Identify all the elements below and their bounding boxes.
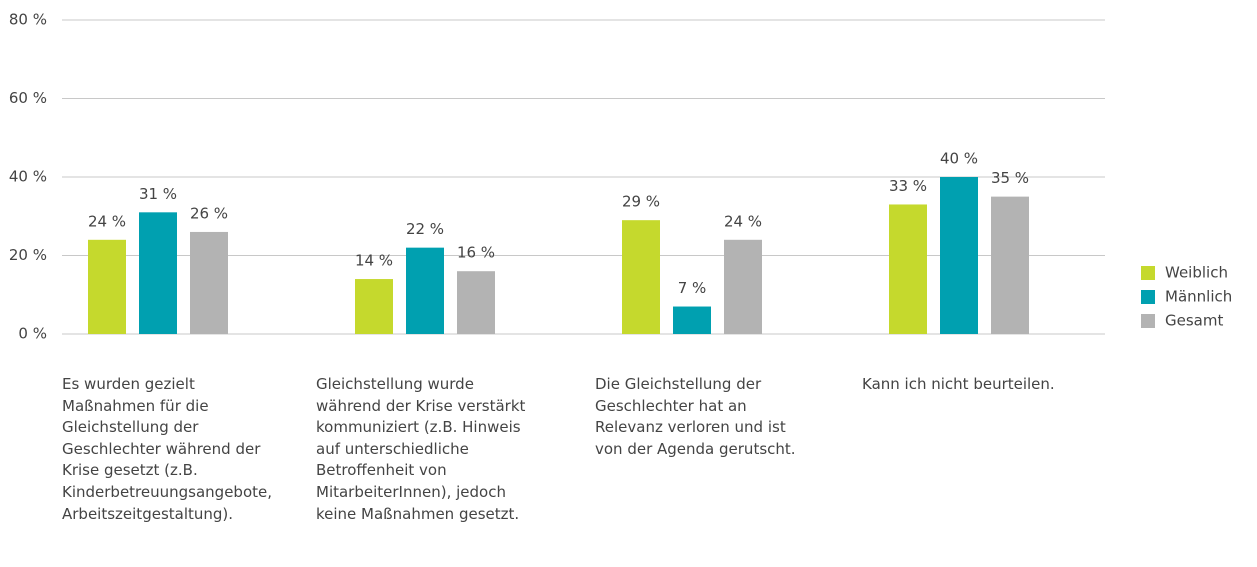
data-label: 29 % bbox=[622, 193, 660, 211]
x-tick-label: Gleichstellung wurde während der Krise v… bbox=[316, 375, 526, 523]
legend-label: Männlich bbox=[1165, 288, 1232, 306]
data-label: 24 % bbox=[88, 212, 126, 230]
data-label: 14 % bbox=[355, 252, 393, 270]
data-label: 26 % bbox=[190, 204, 228, 222]
bar bbox=[406, 247, 444, 334]
legend-label: Gesamt bbox=[1165, 312, 1223, 330]
bar bbox=[355, 279, 393, 334]
bar bbox=[457, 271, 495, 334]
data-label: 40 % bbox=[940, 150, 978, 168]
legend-swatch bbox=[1141, 266, 1155, 280]
bar bbox=[940, 177, 978, 334]
legend-label: Weiblich bbox=[1165, 264, 1228, 282]
y-tick-label: 40 % bbox=[9, 168, 47, 186]
x-tick-label: Es wurden gezielt Maßnahmen für die Glei… bbox=[62, 375, 273, 523]
bar bbox=[190, 231, 228, 334]
x-tick-label: Die Gleichstellung der Geschlechter hat … bbox=[595, 375, 796, 458]
data-label: 22 % bbox=[406, 220, 444, 238]
bar bbox=[673, 306, 711, 334]
data-label: 24 % bbox=[724, 212, 762, 230]
bar bbox=[88, 239, 126, 334]
data-label: 31 % bbox=[139, 185, 177, 203]
bar bbox=[724, 239, 762, 334]
y-tick-label: 20 % bbox=[9, 246, 47, 264]
data-label: 7 % bbox=[678, 279, 707, 297]
y-tick-label: 0 % bbox=[18, 325, 47, 343]
data-label: 33 % bbox=[889, 177, 927, 195]
data-label: 16 % bbox=[457, 244, 495, 262]
bar bbox=[991, 196, 1029, 334]
y-tick-label: 60 % bbox=[9, 89, 47, 107]
bar bbox=[889, 204, 927, 334]
bar bbox=[139, 212, 177, 334]
x-tick-label: Kann ich nicht beurteilen. bbox=[862, 375, 1055, 393]
legend-swatch bbox=[1141, 314, 1155, 328]
data-label: 35 % bbox=[991, 169, 1029, 187]
y-tick-label: 80 % bbox=[9, 11, 47, 29]
legend-swatch bbox=[1141, 290, 1155, 304]
bar bbox=[622, 220, 660, 334]
